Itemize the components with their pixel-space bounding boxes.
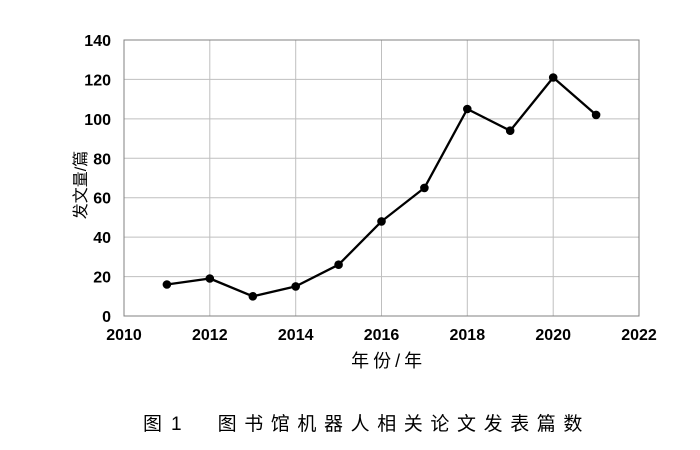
svg-text:2016: 2016	[364, 327, 400, 344]
svg-text:发文量/篇: 发文量/篇	[72, 151, 90, 219]
svg-text:年份/年: 年份/年	[351, 351, 426, 371]
svg-text:2022: 2022	[621, 327, 657, 344]
svg-text:120: 120	[84, 72, 111, 89]
svg-text:80: 80	[93, 151, 111, 168]
svg-text:2020: 2020	[535, 327, 571, 344]
svg-text:60: 60	[93, 191, 111, 208]
svg-text:2012: 2012	[192, 327, 228, 344]
svg-text:2010: 2010	[106, 327, 142, 344]
svg-text:0: 0	[102, 309, 111, 326]
svg-text:2018: 2018	[450, 327, 486, 344]
svg-text:40: 40	[93, 230, 111, 247]
svg-text:20: 20	[93, 270, 111, 287]
svg-text:140: 140	[84, 33, 111, 50]
svg-text:2014: 2014	[278, 327, 314, 344]
svg-text:100: 100	[84, 112, 111, 129]
